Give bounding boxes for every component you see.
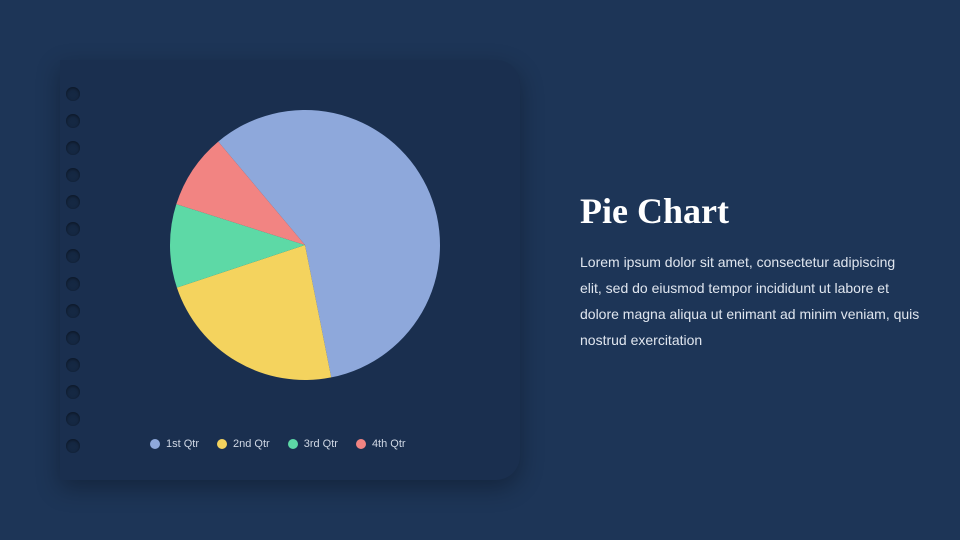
slide: 1st Qtr 2nd Qtr 3rd Qtr 4th Qtr Pie Chart L… <box>0 0 960 540</box>
legend-item: 3rd Qtr <box>288 438 338 450</box>
slide-body: Lorem ipsum dolor sit amet, consectetur … <box>580 250 920 354</box>
legend-swatch <box>356 439 366 449</box>
binding-hole <box>66 222 80 236</box>
binding-hole <box>66 114 80 128</box>
binding-hole <box>66 439 80 453</box>
binding-hole <box>66 385 80 399</box>
binding-hole <box>66 195 80 209</box>
binding-hole <box>66 141 80 155</box>
binding-hole <box>66 277 80 291</box>
slide-title: Pie Chart <box>580 190 920 232</box>
legend-swatch <box>217 439 227 449</box>
legend-label: 4th Qtr <box>372 438 406 450</box>
legend-swatch <box>288 439 298 449</box>
binding-hole <box>66 331 80 345</box>
binding-hole <box>66 358 80 372</box>
legend-item: 4th Qtr <box>356 438 406 450</box>
binding-hole <box>66 412 80 426</box>
legend-swatch <box>150 439 160 449</box>
legend-label: 3rd Qtr <box>304 438 338 450</box>
legend-item: 1st Qtr <box>150 438 199 450</box>
legend: 1st Qtr 2nd Qtr 3rd Qtr 4th Qtr <box>150 438 406 450</box>
spiral-binding <box>60 80 88 460</box>
binding-hole <box>66 87 80 101</box>
binding-hole <box>66 168 80 182</box>
legend-label: 1st Qtr <box>166 438 199 450</box>
legend-label: 2nd Qtr <box>233 438 270 450</box>
pie-chart <box>170 110 440 380</box>
binding-hole <box>66 304 80 318</box>
notebook-card: 1st Qtr 2nd Qtr 3rd Qtr 4th Qtr <box>60 60 520 480</box>
text-block: Pie Chart Lorem ipsum dolor sit amet, co… <box>580 190 920 354</box>
legend-item: 2nd Qtr <box>217 438 270 450</box>
binding-hole <box>66 249 80 263</box>
